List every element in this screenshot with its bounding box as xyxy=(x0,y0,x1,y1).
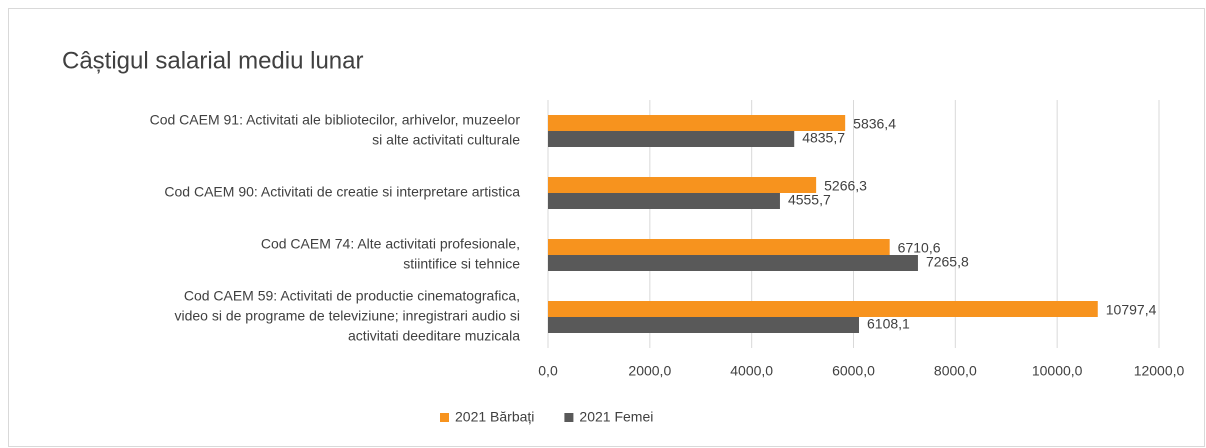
x-tick-label: 8000,0 xyxy=(934,363,977,379)
value-label: 6108,1 xyxy=(867,316,910,332)
y-tick-label: si alte activitati culturale xyxy=(372,132,520,148)
chart-frame xyxy=(8,8,1205,447)
y-tick-label: Cod CAEM 90: Activitati de creatie si in… xyxy=(164,184,520,200)
value-label: 4555,7 xyxy=(788,192,831,208)
y-tick-label: activitati deeditare muzicala xyxy=(348,328,520,344)
y-tick-label: Cod CAEM 59: Activitati de productie cin… xyxy=(184,288,520,304)
bar xyxy=(548,317,860,333)
value-label: 10797,4 xyxy=(1106,302,1157,318)
bar xyxy=(548,131,795,147)
y-tick-label: stiintifice si tehnice xyxy=(403,256,520,272)
legend-label: 2021 Femei xyxy=(579,409,653,425)
value-label: 7265,8 xyxy=(926,254,969,270)
chart-title: Câștigul salarial mediu lunar xyxy=(62,47,363,74)
value-label: 5836,4 xyxy=(853,116,896,132)
x-tick-label: 2000,0 xyxy=(628,363,671,379)
legend-swatch xyxy=(564,413,574,422)
bar xyxy=(548,115,846,131)
x-tick-label: 6000,0 xyxy=(832,363,875,379)
x-tick-label: 4000,0 xyxy=(730,363,773,379)
y-tick-label: Cod CAEM 74: Alte activitati profesional… xyxy=(261,236,520,252)
x-tick-label: 10000,0 xyxy=(1032,363,1083,379)
bar xyxy=(548,255,918,271)
bar xyxy=(548,193,780,209)
bar xyxy=(548,239,890,255)
legend-swatch xyxy=(440,413,449,422)
y-tick-label: video si de programe de televiziune; inr… xyxy=(174,308,520,324)
value-label: 5266,3 xyxy=(824,178,867,194)
x-tick-label: 12000,0 xyxy=(1134,363,1185,379)
x-tick-label: 0,0 xyxy=(538,363,558,379)
legend-label: 2021 Bărbați xyxy=(455,409,534,425)
y-tick-label: Cod CAEM 91: Activitati ale bibliotecilo… xyxy=(150,112,521,128)
bar xyxy=(548,301,1098,317)
bar xyxy=(548,177,817,193)
value-label: 4835,7 xyxy=(802,130,845,146)
value-label: 6710,6 xyxy=(898,240,941,256)
